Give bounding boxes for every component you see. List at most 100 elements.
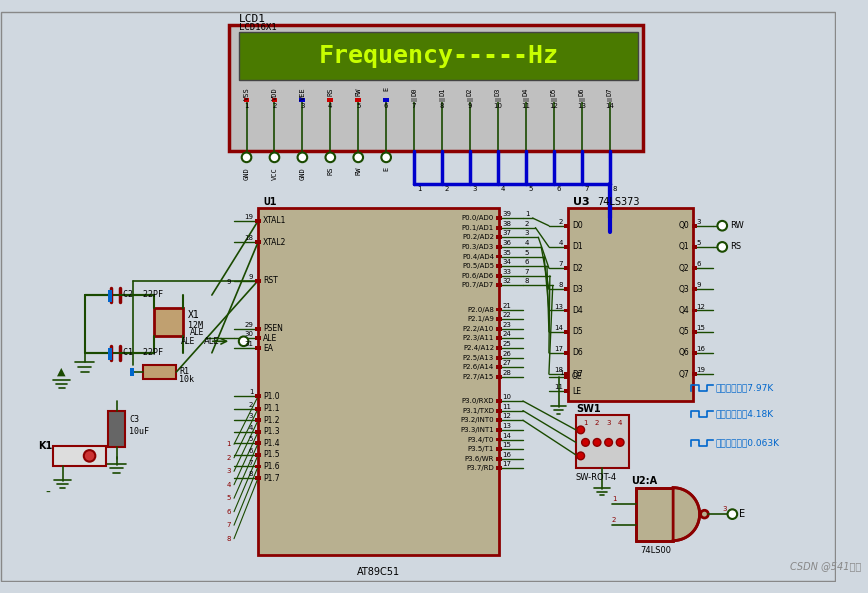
Bar [693,266,697,270]
Bar [229,25,643,151]
Text: P1.5: P1.5 [263,451,279,460]
Text: 17: 17 [555,346,563,352]
Bar [693,308,697,313]
Text: D3: D3 [572,285,582,294]
Text: 2: 2 [525,221,529,227]
Text: 23: 23 [503,322,511,328]
Bar [108,290,112,302]
Bar [255,476,261,480]
Text: P2.2/A10: P2.2/A10 [463,326,494,331]
Text: P1.4: P1.4 [263,439,279,448]
Text: Q4: Q4 [679,306,689,315]
Text: 7: 7 [227,522,231,528]
Text: VCC: VCC [272,167,278,180]
Bar [496,428,502,432]
Text: 信号频率输入0.063K: 信号频率输入0.063K [715,438,779,447]
Bar [495,98,501,103]
Bar [155,308,183,336]
Text: 8: 8 [559,282,563,288]
Circle shape [577,426,584,433]
Text: 34: 34 [503,259,511,265]
Text: P3.7/RD: P3.7/RD [466,466,494,471]
Text: SW-ROT-4: SW-ROT-4 [575,473,617,482]
Bar [496,226,502,229]
Bar [53,447,106,466]
Bar [255,336,261,340]
Circle shape [605,439,613,447]
Bar [255,327,261,331]
Text: 29: 29 [245,322,253,328]
Text: D0: D0 [411,87,418,95]
Text: LE: LE [572,387,581,396]
Bar [255,418,261,422]
Text: -: - [46,486,50,499]
Text: 15: 15 [696,325,705,331]
Text: 14: 14 [605,103,614,110]
Text: 5: 5 [525,250,529,256]
Polygon shape [673,487,700,541]
Text: 36: 36 [503,240,511,246]
Text: 6: 6 [696,261,700,267]
Text: 12M: 12M [187,321,203,330]
Text: 12: 12 [503,413,511,419]
Text: GND: GND [244,167,249,180]
Bar [496,327,502,331]
Text: 3: 3 [300,103,305,110]
Text: U3: U3 [573,197,589,207]
Text: 24: 24 [503,331,511,337]
Bar [411,98,417,103]
Text: 16: 16 [503,452,511,458]
Bar [244,98,249,103]
Text: 9: 9 [227,279,231,285]
Text: 10uF: 10uF [129,427,149,436]
Text: 5: 5 [696,240,700,246]
Bar [635,487,673,541]
Bar [564,372,569,376]
Text: P3.0/RXD: P3.0/RXD [462,398,494,404]
Circle shape [718,221,727,231]
Text: 26: 26 [503,350,511,356]
Circle shape [381,152,391,162]
Text: 6: 6 [249,448,253,454]
Text: ALE: ALE [204,337,220,346]
Text: RW: RW [355,87,361,95]
Circle shape [84,450,95,462]
Bar [496,467,502,470]
Text: 4: 4 [227,482,231,488]
Text: 33: 33 [503,269,511,275]
Text: D2: D2 [467,87,473,95]
Text: D6: D6 [579,87,585,95]
Bar [496,317,502,321]
Text: 6: 6 [525,259,529,265]
Text: 10: 10 [503,394,511,400]
Text: EA: EA [263,343,273,352]
Bar [496,409,502,413]
Text: P2.5/A13: P2.5/A13 [463,355,494,361]
Text: SW1: SW1 [575,404,601,414]
Text: Q6: Q6 [679,348,689,358]
Text: 2: 2 [227,455,231,461]
Bar [496,254,502,259]
Text: D1: D1 [439,87,445,95]
Bar [496,216,502,220]
Text: 5: 5 [227,495,231,501]
Circle shape [241,152,252,162]
Text: 1: 1 [583,420,588,426]
Text: 8: 8 [613,186,617,192]
Text: 信号频率输入4.18K: 信号频率输入4.18K [715,409,773,418]
Text: XTAL2: XTAL2 [263,238,286,247]
Text: 8: 8 [525,279,529,285]
Text: 1: 1 [227,441,231,447]
Text: X1: X1 [187,310,200,320]
Text: D4: D4 [572,306,582,315]
Text: ALE: ALE [263,334,277,343]
Bar [467,98,473,103]
Bar [693,288,697,291]
Text: D1: D1 [572,243,582,251]
Bar [239,32,639,80]
Text: VDD: VDD [272,87,278,100]
Text: 22: 22 [503,312,511,318]
Text: 3: 3 [607,420,611,426]
Text: P0.4/AD4: P0.4/AD4 [462,254,494,260]
Circle shape [577,452,584,460]
